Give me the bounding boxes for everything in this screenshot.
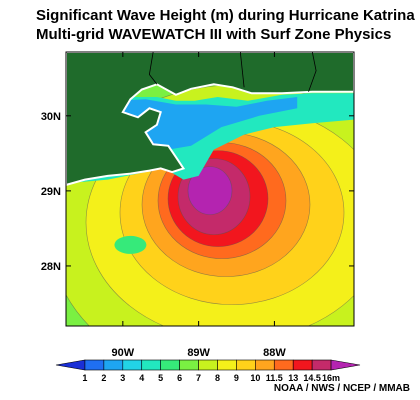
colorbar-segment <box>292 359 313 371</box>
colorbar-segment <box>217 359 237 371</box>
wave-field <box>66 52 354 326</box>
colorbar-label: 16m <box>322 373 340 383</box>
colorbar-segment <box>179 359 199 371</box>
low-wave-pocket <box>114 235 147 254</box>
y-tick-label: 28N <box>41 261 61 273</box>
colorbar-label: 7 <box>196 373 201 383</box>
colorbar-label: 10 <box>250 373 260 383</box>
colorbar-segment <box>236 359 256 371</box>
colorbar-segment <box>255 359 275 371</box>
chart-title-line-2: Multi-grid WAVEWATCH III with Surf Zone … <box>36 26 392 43</box>
colorbar-label: 11.5 <box>266 373 283 383</box>
state-boundary <box>308 52 317 92</box>
state-boundary <box>148 52 158 85</box>
colorbar-label: 8 <box>215 373 220 383</box>
colorbar-segment <box>84 359 105 371</box>
colorbar-label: 13 <box>288 373 298 383</box>
x-tick-label: 89W <box>187 347 210 359</box>
colorbar-label: 14.5 <box>303 373 321 383</box>
colorbar-segment <box>55 359 86 371</box>
state-boundary <box>239 52 245 88</box>
x-tick-label: 88W <box>263 347 286 359</box>
colorbar-label: 9 <box>234 373 239 383</box>
land-mass <box>66 52 354 186</box>
colorbar-segment <box>103 359 124 371</box>
chart-title: Significant Wave Height (m) during Hurri… <box>36 6 415 44</box>
wave-band-8 <box>187 166 233 215</box>
colorbar-segment <box>311 359 332 371</box>
colorbar-segment <box>122 359 143 371</box>
colorbar-label: 6 <box>177 373 182 383</box>
colorbar-label: 5 <box>158 373 163 383</box>
colorbar-segment <box>160 359 180 371</box>
colorbar-label: 4 <box>139 373 144 383</box>
colorbar-label: 3 <box>120 373 125 383</box>
colorbar-segment <box>141 359 161 371</box>
colorbar-segment <box>330 359 361 371</box>
colorbar-label: 1 <box>82 373 87 383</box>
plot-frame <box>65 51 355 327</box>
y-tick-label: 29N <box>41 186 61 198</box>
credit-text: NOAA / NWS / NCEP / MMAB <box>273 383 410 394</box>
colorbar-segment <box>273 359 294 371</box>
chart-title-line-1: Significant Wave Height (m) during Hurri… <box>36 7 415 24</box>
colorbar-label: 2 <box>101 373 106 383</box>
y-tick-label: 30N <box>41 111 61 123</box>
x-tick-label: 90W <box>112 347 135 359</box>
colorbar-segment <box>198 359 218 371</box>
